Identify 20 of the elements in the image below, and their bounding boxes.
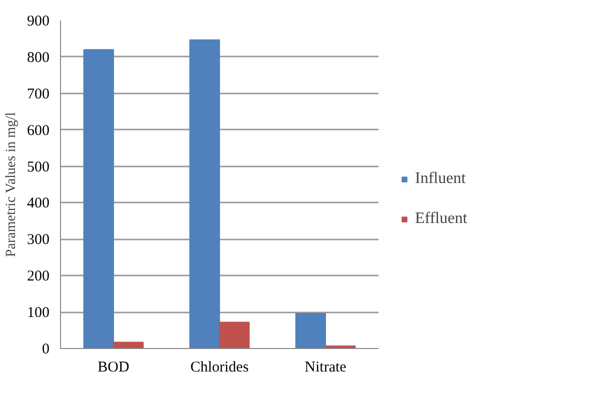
y-tick-label: 600	[27, 122, 50, 139]
y-tick-label: 700	[27, 86, 50, 102]
legend-label: Influent	[415, 170, 466, 188]
bar	[295, 313, 326, 348]
y-tick-label: 800	[27, 50, 50, 66]
legend-label: Effluent	[415, 210, 468, 228]
y-tick-label: 200	[27, 268, 50, 285]
bar	[83, 49, 114, 348]
y-tick-label: 300	[27, 232, 50, 248]
y-axis-title: Parametric Values in mg/l	[4, 112, 19, 258]
bar	[189, 39, 220, 348]
x-tick-label: BOD	[98, 360, 130, 376]
bar	[219, 322, 250, 348]
y-tick-label: 500	[27, 159, 50, 176]
y-tick-label: 900	[27, 14, 50, 30]
x-tick-label: Chlorides	[190, 360, 249, 376]
y-tick-label: 400	[27, 196, 50, 212]
y-tick-label: 100	[27, 305, 50, 322]
x-tick-label: Nitrate	[304, 360, 347, 376]
y-tick-label: 0	[42, 342, 50, 358]
